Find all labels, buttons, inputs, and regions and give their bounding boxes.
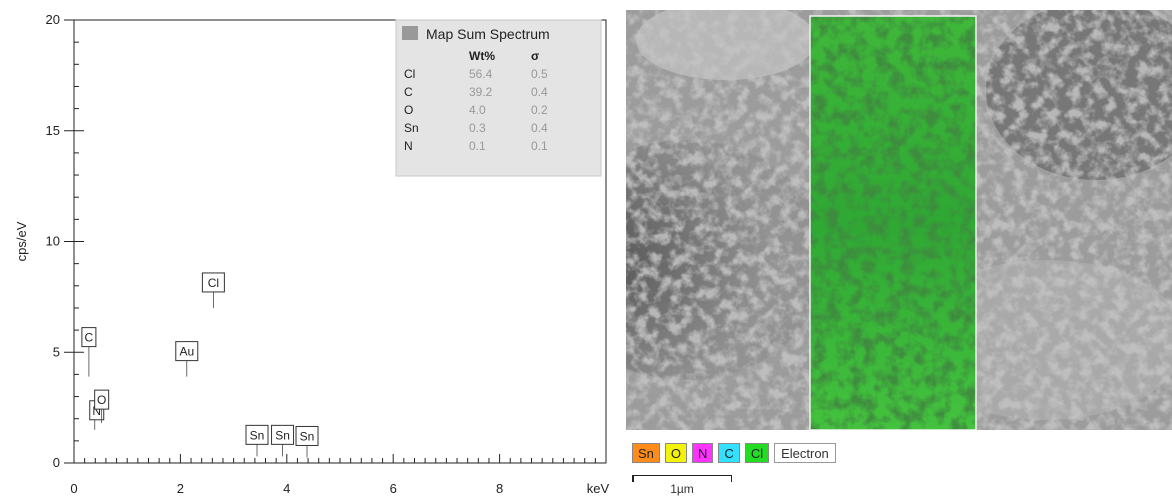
- y-tick-label: 5: [53, 344, 60, 359]
- legend-col-sigma: σ: [531, 49, 539, 63]
- legend-element: Cl: [404, 67, 415, 81]
- x-tick-label: 6: [390, 481, 397, 496]
- peak-label-box: [81, 327, 97, 348]
- map-legend-chip-n: N: [692, 443, 714, 463]
- legend-col-wt: Wt%: [469, 49, 495, 63]
- peak-label: Cl: [208, 276, 219, 290]
- legend-wt: 0.3: [469, 121, 486, 135]
- peak-label-box: [175, 341, 199, 362]
- legend-swatch: [402, 26, 418, 40]
- x-axis-label: keV: [587, 481, 610, 496]
- map-legend-chip-c: C: [718, 443, 740, 463]
- legend-element: Sn: [404, 121, 419, 135]
- legend-box: [395, 19, 602, 177]
- legend-wt: 4.0: [469, 103, 486, 117]
- peak-label: Sn: [300, 429, 315, 443]
- x-tick-label: 8: [496, 481, 503, 496]
- legend-sigma: 0.4: [531, 121, 548, 135]
- map-legend-chip-electron: Electron: [774, 443, 836, 463]
- peak-label: N: [92, 404, 101, 418]
- scale-bar: [632, 475, 732, 488]
- map-legend-chip-cl: Cl: [744, 443, 770, 463]
- map-legend-chip-o: O: [664, 443, 688, 463]
- legend-wt: 0.1: [469, 139, 486, 153]
- element-map-legend: Sn O N C Cl Electron: [632, 443, 836, 463]
- sem-micrograph: [626, 10, 1172, 430]
- legend-element: O: [404, 103, 413, 117]
- peak-label-box: [94, 389, 110, 410]
- peak-label: O: [97, 393, 106, 407]
- x-tick-label: 0: [70, 481, 77, 496]
- legend-sigma: 0.4: [531, 85, 548, 99]
- legend-sigma: 0.5: [531, 67, 548, 81]
- peak-label-box: [245, 424, 269, 445]
- peak-label-box: [271, 424, 295, 445]
- legend-sigma: 0.2: [531, 103, 548, 117]
- peak-label-box: [201, 272, 225, 293]
- legend-element: C: [404, 85, 413, 99]
- scale-bar-label: 1µm: [670, 482, 694, 496]
- y-axis-label: cps/eV: [14, 221, 29, 261]
- peak-label-box: [295, 425, 319, 446]
- map-region-outline: [809, 15, 977, 430]
- peak-label: C: [85, 331, 94, 345]
- legend-wt: 39.2: [469, 85, 493, 99]
- peak-label: Sn: [275, 428, 290, 442]
- map-legend-chip-sn: Sn: [632, 443, 660, 463]
- peak-label: Sn: [250, 428, 265, 442]
- y-tick-label: 10: [46, 234, 60, 249]
- legend-sigma: 0.1: [531, 139, 548, 153]
- y-tick-label: 20: [46, 12, 60, 27]
- x-tick-label: 2: [177, 481, 184, 496]
- legend-wt: 56.4: [469, 67, 493, 81]
- legend-title: Map Sum Spectrum: [426, 26, 550, 42]
- y-tick-label: 0: [53, 455, 60, 470]
- y-tick-label: 15: [46, 123, 60, 138]
- legend-element: N: [404, 139, 413, 153]
- peak-label: Au: [179, 345, 194, 359]
- x-tick-label: 4: [283, 481, 290, 496]
